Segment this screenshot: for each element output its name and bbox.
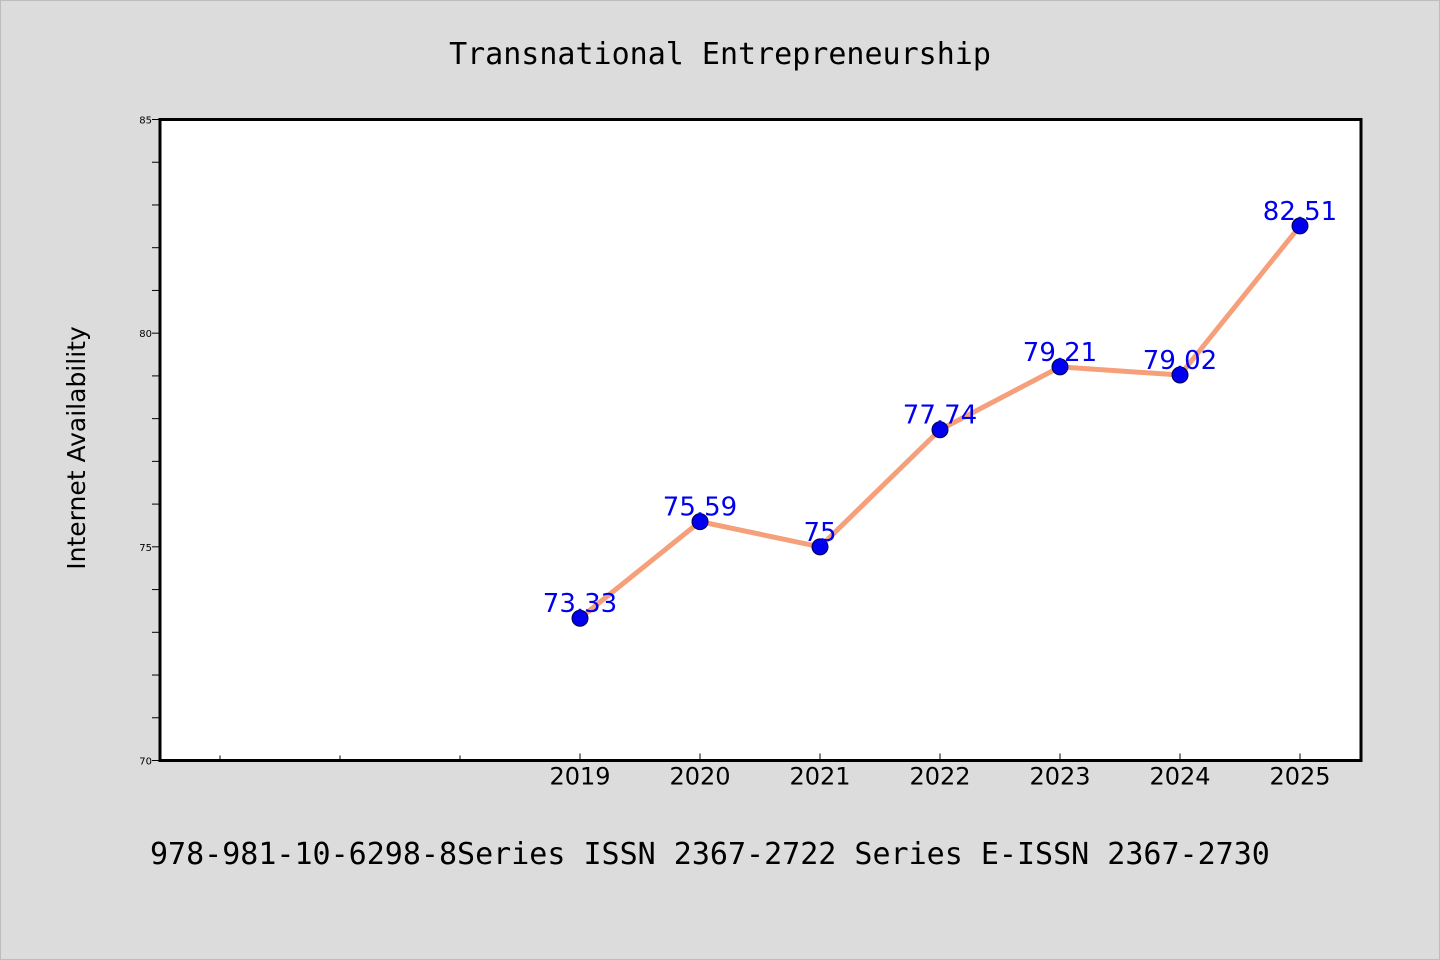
chart-title: Transnational Entrepreneurship	[449, 37, 991, 72]
data-point	[1051, 358, 1069, 376]
data-label: 75	[803, 518, 836, 548]
data-point	[691, 513, 709, 531]
x-tick-label: 2019	[549, 763, 610, 791]
x-tick-label: 2020	[669, 763, 730, 791]
y-axis-ticks: 70 75 80 85	[139, 116, 160, 768]
x-tick-label: 2021	[789, 763, 850, 791]
data-point	[931, 421, 949, 439]
footer-isbn-text: 978-981-10-6298-8Series ISSN 2367-2722 S…	[150, 837, 1270, 872]
data-label: 77.74	[903, 401, 977, 431]
data-label: 79.21	[1023, 338, 1097, 368]
y-axis-label: Internet Availability	[62, 326, 91, 570]
y-tick-label: 85	[139, 116, 152, 127]
data-label: 73.33	[543, 589, 617, 619]
x-axis-ticks: 2019 2020 2021 2022 2023 2024 2025	[219, 753, 1331, 791]
x-tick-label: 2025	[1269, 763, 1330, 791]
series-layer	[571, 217, 1309, 627]
x-tick-label: 2023	[1029, 763, 1090, 791]
data-point	[571, 609, 589, 627]
data-label: 75.59	[663, 493, 737, 523]
x-tick-label: 2024	[1149, 763, 1210, 791]
x-tick-label: 2022	[909, 763, 970, 791]
data-point	[1171, 366, 1189, 384]
plot-area	[158, 118, 1363, 762]
data-label: 79.02	[1143, 346, 1217, 376]
y-tick-label: 75	[139, 543, 152, 554]
data-labels-layer: 73.33 75.59 75 77.74 79.21 79.02 82.51	[543, 197, 1337, 619]
y-tick-label: 70	[139, 757, 152, 768]
data-point	[1291, 217, 1309, 235]
y-tick-label: 80	[139, 329, 152, 340]
data-label: 82.51	[1263, 197, 1337, 227]
data-point	[811, 538, 829, 556]
